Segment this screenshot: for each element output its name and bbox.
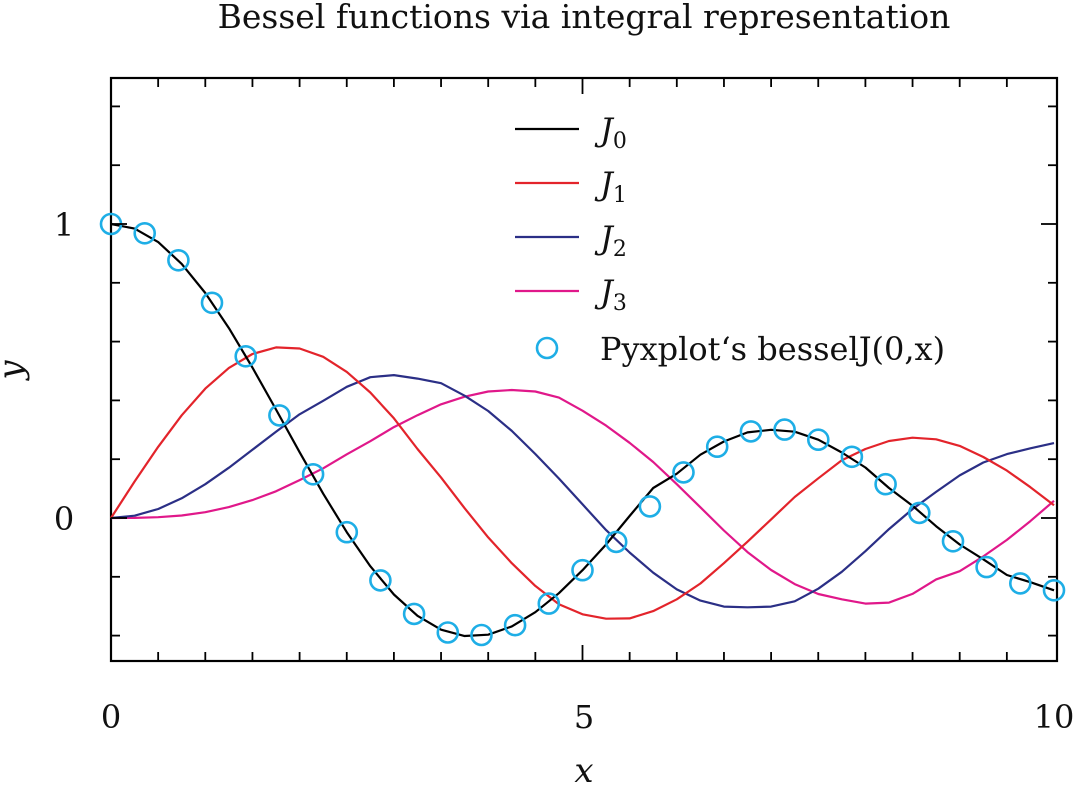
data-point-marker	[436, 621, 460, 644]
data-point-marker	[941, 529, 965, 553]
data-point-marker	[402, 602, 426, 626]
legend: J0 J1 J2 J3 Pyxplot‘s besselJ(0,x)	[515, 111, 945, 368]
data-point-marker	[537, 592, 561, 615]
legend-label-j2: J2	[594, 219, 627, 262]
legend-label-j1: J1	[594, 165, 627, 208]
data-point-marker	[470, 623, 493, 647]
data-point-marker	[234, 344, 257, 368]
data-point-marker	[975, 555, 998, 579]
data-point-marker	[604, 530, 628, 554]
data-point-marker	[1042, 578, 1066, 602]
data-point-marker	[200, 291, 224, 315]
data-point-marker	[773, 418, 796, 441]
data-point-marker	[167, 248, 190, 272]
legend-label-pyxplot: Pyxplot‘s besselJ(0,x)	[600, 330, 945, 368]
data-point-marker	[907, 501, 931, 525]
data-point-marker	[301, 462, 325, 486]
data-point-marker	[840, 445, 864, 469]
series-layer	[99, 212, 1066, 647]
data-point-marker	[369, 569, 392, 592]
data-point-marker	[638, 495, 662, 518]
plot-frame	[109, 76, 1059, 663]
x-tick-label-5: 5	[574, 698, 594, 736]
series-line-j1	[110, 346, 1055, 620]
series-line-j2	[110, 374, 1055, 609]
data-point-marker	[1008, 572, 1032, 595]
data-point-marker	[335, 520, 359, 544]
data-point-marker	[133, 222, 156, 245]
data-point-marker	[672, 461, 695, 484]
chart-title: Bessel functions via integral representa…	[218, 0, 951, 36]
data-point-marker	[268, 404, 291, 427]
data-point-marker	[571, 558, 594, 582]
data-point-marker	[503, 613, 527, 637]
legend-marker-pyxplot	[535, 336, 559, 360]
x-axis-label: x	[574, 751, 593, 787]
data-point-marker	[705, 435, 729, 459]
y-tick-label-1: 1	[54, 206, 74, 244]
data-point-marker	[874, 472, 897, 496]
data-point-marker	[806, 428, 830, 452]
y-tick-label-0: 0	[54, 500, 74, 538]
x-tick-label-10: 10	[1034, 698, 1075, 736]
series-line-j0	[110, 222, 1055, 638]
x-tick-label-0: 0	[101, 698, 121, 736]
y-axis-label: y	[0, 360, 31, 382]
legend-label-j3: J3	[594, 273, 627, 316]
axis-ticks	[111, 78, 1057, 661]
legend-label-j0: J0	[594, 111, 627, 154]
data-point-marker	[739, 420, 763, 443]
series-line-j3	[110, 388, 1055, 605]
